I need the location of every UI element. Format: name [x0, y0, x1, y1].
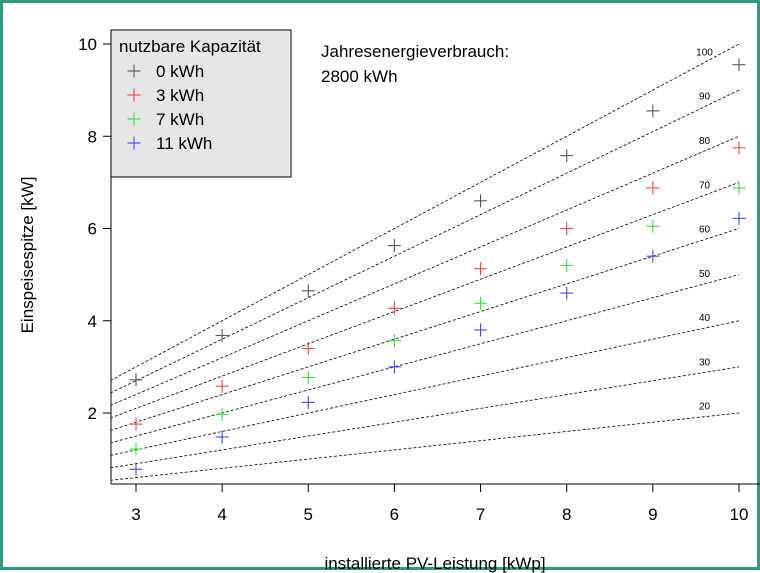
x-tick-label: 3: [131, 505, 140, 524]
data-point-0-kwh: [732, 58, 746, 72]
reference-line-label-30: 30: [699, 357, 711, 368]
scatter-chart: 100 90 80 70 60 50 40 30 20 2 4 6 8 10 3 4 5 6 7 8 9 10 inst…: [18, 29, 760, 573]
x-tick-label: 10: [730, 505, 749, 524]
reference-line-50: [111, 274, 740, 444]
legend-entry: 7 kWh: [127, 110, 204, 129]
data-point-0-kwh: [301, 284, 315, 298]
data-point-7-kwh: [387, 334, 401, 348]
legend-entry: 0 kWh: [127, 62, 204, 81]
data-point-3-kwh: [560, 222, 574, 235]
data-point-7-kwh: [129, 442, 143, 456]
data-point-3-kwh: [474, 262, 488, 276]
reference-line-80: [111, 135, 740, 406]
annotation-line-1: Jahresenergieverbrauch:: [321, 42, 509, 61]
data-point-11-kwh: [387, 360, 401, 374]
data-point-11-kwh: [732, 211, 746, 225]
annotation-line-2: 2800 kWh: [321, 67, 398, 86]
x-tick-label: 9: [648, 505, 657, 524]
y-tick-label: 8: [88, 127, 97, 146]
annotation: Jahresenergieverbrauch: 2800 kWh: [321, 42, 509, 86]
legend-label: 11 kWh: [156, 134, 212, 153]
reference-line-label-50: 50: [699, 269, 711, 280]
reference-lines: [111, 43, 740, 481]
reference-line-20: [111, 412, 740, 481]
reference-line-label-70: 70: [699, 180, 711, 191]
x-tick-label: 8: [562, 505, 571, 524]
data-point-0-kwh: [646, 104, 660, 118]
reference-line-label-20: 20: [699, 402, 711, 413]
y-tick-label: 6: [88, 220, 97, 239]
legend-entry: 11 kWh: [127, 134, 212, 153]
reference-line-40: [111, 320, 740, 456]
reference-line-label-90: 90: [699, 92, 711, 103]
legend-label: 7 kWh: [156, 110, 204, 129]
data-point-0-kwh: [215, 329, 229, 343]
reference-line-label-100: 100: [696, 47, 713, 58]
data-point-11-kwh: [560, 286, 574, 300]
legend-box: [110, 29, 292, 178]
legend-entry: 3 kWh: [127, 86, 204, 105]
data-point-7-kwh: [646, 219, 660, 233]
axes: 2 4 6 8 10 3 4 5 6 7 8 9 10: [78, 30, 760, 524]
reference-line-90: [111, 89, 740, 394]
reference-line-70: [111, 182, 740, 419]
y-tick-label: 2: [88, 404, 97, 423]
x-tick-label: 7: [476, 505, 485, 524]
data-point-11-kwh: [215, 430, 229, 444]
data-point-3-kwh: [387, 301, 401, 315]
y-axis-title: Einspeisespitze [kW]: [18, 177, 37, 334]
x-tick-label: 5: [304, 505, 313, 524]
data-points: [129, 58, 746, 476]
legend-title: nutzbare Kapazität: [119, 37, 261, 56]
data-point-0-kwh: [129, 373, 143, 387]
x-tick-label: 4: [217, 505, 226, 524]
data-point-3-kwh: [732, 141, 746, 155]
data-point-3-kwh: [215, 379, 229, 393]
data-point-7-kwh: [301, 370, 315, 384]
reference-line-label-80: 80: [699, 136, 711, 147]
data-point-3-kwh: [129, 417, 143, 431]
data-point-3-kwh: [646, 181, 660, 195]
y-tick-label: 10: [78, 35, 97, 54]
legend-label: 3 kWh: [156, 86, 204, 105]
reference-line-label-60: 60: [699, 225, 711, 236]
data-point-11-kwh: [129, 462, 143, 476]
legend-label: 0 kWh: [156, 62, 204, 81]
data-point-7-kwh: [560, 258, 574, 272]
data-point-3-kwh: [301, 341, 315, 355]
data-point-11-kwh: [301, 395, 315, 409]
data-point-7-kwh: [474, 296, 488, 310]
x-axis-title: installierte PV-Leistung [kWp]: [324, 554, 545, 573]
data-point-0-kwh: [560, 149, 574, 163]
reference-line-60: [111, 228, 740, 431]
data-point-0-kwh: [474, 194, 488, 208]
reference-line-labels: 100 90 80 70 60 50 40 30 20: [696, 47, 713, 412]
reference-line-label-40: 40: [699, 313, 711, 324]
data-point-7-kwh: [732, 181, 746, 195]
legend: nutzbare Kapazität 0 kWh 3 kWh 7 kWh 11 kWh: [110, 29, 292, 178]
data-point-11-kwh: [646, 249, 660, 263]
data-point-7-kwh: [215, 407, 229, 421]
reference-line-100: [111, 43, 740, 381]
x-tick-label: 6: [390, 505, 399, 524]
y-tick-label: 4: [88, 312, 97, 331]
reference-line-30: [111, 366, 740, 469]
data-point-11-kwh: [474, 323, 488, 337]
data-point-0-kwh: [387, 239, 401, 253]
